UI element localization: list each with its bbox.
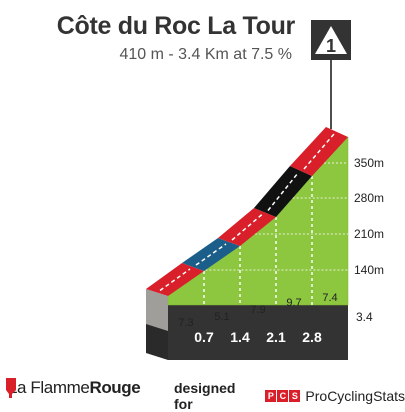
gradient-label: 7.9	[250, 304, 265, 316]
category-badge-label: 1	[326, 36, 336, 56]
gradient-label: 7.4	[322, 292, 337, 304]
pcs-name: ProCyclingStats	[305, 388, 405, 404]
km-marker-label: 1.4	[230, 329, 250, 345]
km-marker-label: 2.1	[266, 329, 286, 345]
y-tick-label: 280m	[354, 191, 384, 205]
y-tick-label: 210m	[354, 227, 384, 241]
pcs-letter: S	[289, 390, 301, 402]
profile-left-face-lower	[146, 299, 168, 331]
profile-top-segment	[146, 263, 204, 296]
gradient-label: 5.1	[214, 311, 229, 323]
flamme-rouge-logo: La FlammeRouge	[4, 378, 141, 398]
flamme-rouge-flag-icon	[6, 378, 16, 398]
profile-base	[168, 305, 348, 360]
segment-center-line	[303, 133, 335, 170]
flamme-rouge-brand: La FlammeRouge	[8, 378, 141, 397]
segment-center-line	[195, 243, 227, 266]
chart-subtitle: 410 m - 3.4 Km at 7.5 %	[119, 46, 292, 63]
category-triangle-icon	[315, 26, 347, 54]
chart-title: Côte du Roc La Tour	[56, 12, 296, 40]
designed-for-label: designed for	[174, 380, 236, 412]
y-tick-label: 350m	[354, 156, 384, 170]
designed-for-credit: designed for P C S ProCyclingStats	[174, 380, 405, 412]
pcs-letter: C	[277, 390, 289, 402]
profile-top-segment	[182, 238, 240, 271]
km-marker-label: 0.7	[194, 329, 214, 345]
segment-center-line	[159, 268, 191, 292]
gradient-label: 9.7	[286, 297, 301, 309]
pcs-logo: P C S	[265, 390, 301, 402]
y-tick-label: 140m	[354, 263, 384, 277]
profile-left-face	[146, 289, 168, 305]
gradient-label: 7.3	[178, 317, 193, 329]
profile-top-segment	[218, 208, 276, 246]
start-km-label: 3.4	[356, 310, 373, 324]
segment-center-line	[267, 172, 299, 211]
km-marker-label: 2.8	[302, 329, 322, 345]
pcs-letter: P	[265, 390, 277, 402]
